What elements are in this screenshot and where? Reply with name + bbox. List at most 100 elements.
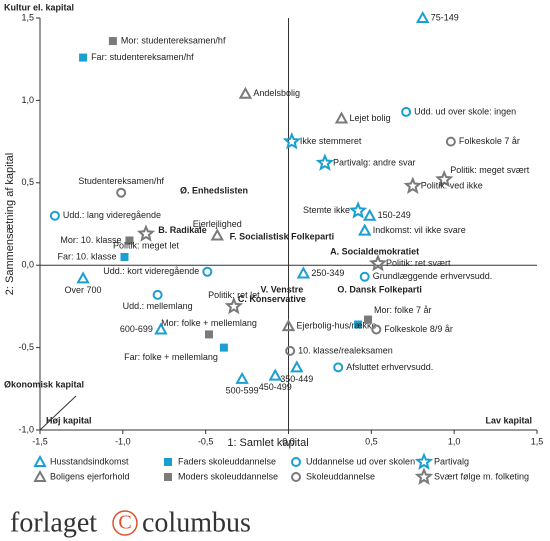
point [415,10,430,23]
point-label: Andelsbolig [253,88,300,98]
point [333,362,344,373]
y-tick-label: -1,0 [18,424,34,434]
point-label: Politik: ret let [208,290,260,300]
point [108,37,117,46]
point [204,330,213,339]
point-label: Politik: meget svært [450,165,530,175]
point [235,371,249,384]
party-label: F. Socialistisk Folkeparti [230,232,335,242]
point [202,266,213,277]
point-label: Udd.: lang videregående [63,210,161,220]
point [219,343,228,352]
x-tick-label: -0,5 [198,436,214,446]
y-tick-label: 1,5 [21,12,34,22]
point-label: Studentereksamen/hf [78,176,164,186]
point-label: Politik: ret svært [386,258,451,268]
point-label: Mor: folke + mellemlang [161,318,257,328]
x-axis-title: 1: Samlet kapital [227,437,308,449]
point [152,289,163,300]
point-label: Afsluttet erhvervsudd. [346,362,433,372]
point [368,254,388,272]
point-label: 75-149 [431,12,459,22]
y-tick-label: 1,0 [21,95,34,105]
point [354,320,363,329]
point-label: 450-499 [259,382,292,392]
point [164,458,172,466]
y-axis-title: 2: Sammensætning af kapital [4,153,16,295]
point-label: Stemte ikke [303,205,350,215]
point [334,111,349,124]
party-label: A. Socialdemokratiet [330,246,419,256]
brand-logo [112,510,138,536]
point-label: Udd.: kort videregående [103,266,199,276]
point-label: Far: 10. klasse [57,251,116,261]
point-label: Ejerbolig-hus/række [297,321,377,331]
point [281,319,296,332]
point-label: Ejerlejlighed [193,219,242,229]
legend-label: Partivalg [434,456,469,466]
party-label: B. Radikale [158,225,207,235]
legend-label: Faders skoleuddannelse [178,456,276,466]
point-label: Mor: folke 7 år [374,305,432,315]
point-label: Politik: meget let [113,240,180,250]
point [136,224,156,242]
x-tick-label: 1,5 [531,436,544,446]
point [116,187,127,198]
point [296,266,311,279]
y-tick-label: 0,0 [21,260,34,270]
party-label: C. Konservative [238,294,306,304]
point-label: Lejet bolig [350,113,391,123]
point [445,136,456,147]
point-label: Politik: ved ikke [421,180,483,190]
legend-label: Husstandsindkomst [50,456,129,466]
point [403,176,422,194]
point [210,228,224,241]
point-label: Mor: studentereksamen/hf [121,35,226,45]
point-label: 500-599 [226,385,259,395]
legend-label: Skoleuddannelse [306,471,375,481]
diagonal-line [39,395,77,431]
point [33,469,47,482]
point [371,324,382,335]
point-label: Ikke stemmeret [300,136,362,146]
point [33,454,47,467]
point [49,210,60,221]
point [315,153,335,171]
party-label: Ø. Enhedslisten [180,185,248,195]
point [125,236,134,245]
party-label: V. Venstre [261,284,304,294]
point-label: 600-699 [120,324,153,334]
point [282,131,302,150]
point [435,169,454,188]
x-tick-label: 0,0 [282,436,295,446]
point [76,271,90,284]
brand-left: forlaget [10,507,97,538]
legend-label: Uddannelse ud over skolen [306,456,415,466]
point-label: Mor: 10. klasse [60,235,121,245]
point-label: Partivalg: andre svar [333,157,416,167]
x-tick-label: -1,5 [32,436,48,446]
point [359,271,370,282]
point-label: 150-249 [378,210,411,220]
point [285,345,296,356]
legend-label: Boligens ejerforhold [50,471,130,481]
point [401,106,412,117]
corner-label: Høj kapital [46,415,92,425]
point-label: Indkomst: vil ikke svare [373,225,466,235]
point [120,252,129,261]
point [224,296,244,315]
brand-mark: C [118,512,131,534]
x-tick-label: 0,5 [365,436,378,446]
point-label: Folkeskole 8/9 år [384,324,453,334]
point-label: Folkeskole 7 år [459,136,520,146]
legend-label: Moders skoleuddannelse [178,471,278,481]
point [414,467,434,485]
point [348,201,368,219]
corner-label: Økonomisk kapital [4,379,84,389]
point [291,472,301,482]
point [291,457,301,467]
point [362,208,377,221]
corner-label: Kultur el. kapital [4,2,74,12]
x-tick-label: -1,0 [115,436,131,446]
